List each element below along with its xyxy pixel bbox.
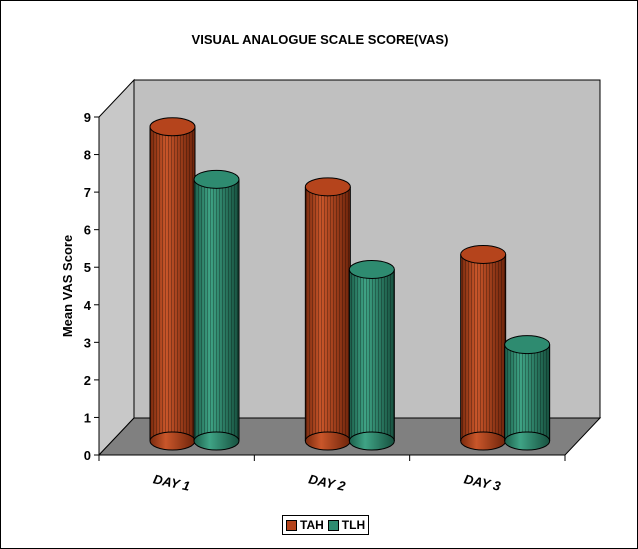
- bar-texture: [460, 254, 506, 441]
- bar-tah-1: [149, 117, 196, 451]
- bar-texture: [194, 179, 239, 442]
- y-tick-label: 8: [84, 148, 91, 163]
- legend-item-tah: TAH: [286, 518, 324, 532]
- bar-base: [504, 431, 551, 451]
- y-tick-label: 1: [84, 410, 91, 425]
- bar-base: [460, 431, 507, 451]
- side-wall: [98, 78, 135, 457]
- bar-texture: [349, 269, 395, 441]
- bar-tah-2: [304, 177, 351, 451]
- legend-item-tlh: TLH: [327, 518, 366, 532]
- bar-tlh-2: [348, 259, 395, 451]
- y-tick-label: 5: [84, 260, 91, 275]
- y-tick-label: 3: [84, 335, 91, 350]
- bar-top: [348, 259, 395, 279]
- y-tick-label: 6: [84, 223, 91, 238]
- legend: TAH TLH: [282, 515, 370, 535]
- bar-top: [193, 169, 240, 189]
- bar-texture: [305, 186, 351, 441]
- bar-top: [460, 244, 507, 264]
- bar-texture: [504, 344, 550, 441]
- bar-top: [149, 117, 196, 137]
- bar-base: [304, 431, 351, 451]
- x-axis: DAY 1 DAY 2 DAY 3: [98, 454, 566, 494]
- legend-swatch-tah: [286, 519, 297, 531]
- y-tick-label: 0: [84, 448, 91, 463]
- legend-label-tah: TAH: [300, 518, 324, 532]
- bar-base: [149, 431, 196, 451]
- bar-tlh-3: [504, 335, 551, 451]
- bar-base: [348, 431, 395, 451]
- y-axis-label: Mean VAS Score: [60, 235, 75, 337]
- y-tick-label: 9: [84, 110, 91, 125]
- bar-tah-3: [460, 244, 507, 451]
- legend-swatch-tlh: [327, 519, 339, 531]
- y-tick-label: 7: [84, 185, 91, 200]
- bar-top: [504, 335, 551, 355]
- bar-texture: [150, 126, 195, 441]
- bar-tlh-1: [193, 169, 240, 451]
- y-tick-label: 4: [84, 298, 92, 313]
- legend-label-tlh: TLH: [341, 518, 366, 532]
- x-category-label: DAY 1: [152, 471, 191, 493]
- x-category-label: DAY 2: [307, 471, 347, 494]
- bar-base: [193, 431, 240, 451]
- y-axis: 0 1 2 3 4 5 6 7 8 9: [84, 110, 100, 463]
- bar-top: [304, 177, 351, 197]
- bars-group: [149, 117, 551, 451]
- chart-title: VISUAL ANALOGUE SCALE SCORE(VAS): [192, 32, 449, 47]
- y-tick-label: 2: [84, 373, 91, 388]
- x-category-label: DAY 3: [463, 471, 503, 494]
